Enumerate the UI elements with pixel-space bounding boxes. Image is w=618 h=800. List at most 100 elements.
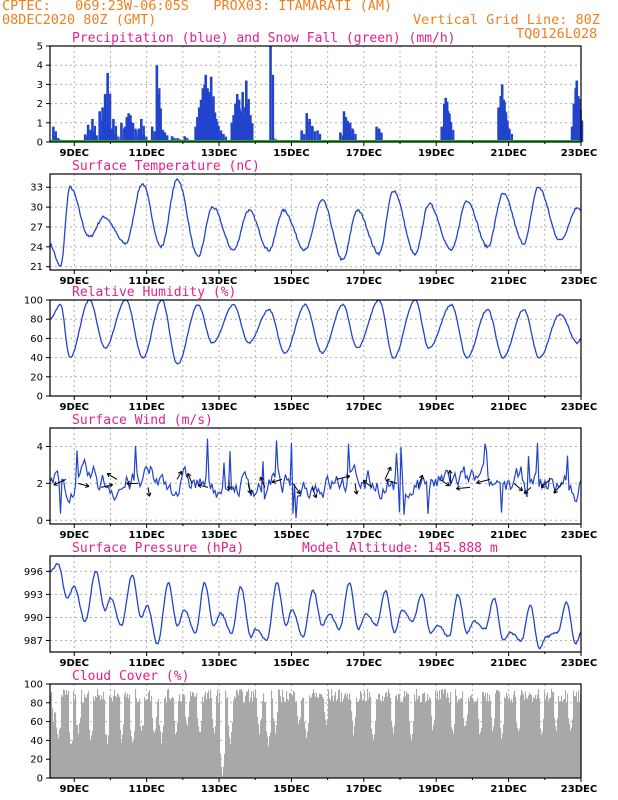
wind-vector [271, 478, 283, 483]
precip-bar [235, 94, 239, 142]
cloud-bar [313, 689, 315, 778]
cloud-bar [195, 696, 197, 778]
cloud-bar [473, 699, 475, 778]
x-tick-label: 11DEC [128, 402, 164, 413]
cloud-bar [53, 721, 55, 778]
precip-bar [114, 125, 118, 142]
cloud-bar [364, 691, 366, 778]
precip-bar [440, 126, 444, 142]
cloud-bar [460, 698, 462, 778]
cloud-bar [130, 729, 132, 778]
cloud-bar [407, 693, 409, 778]
precip-bar [576, 95, 580, 142]
cloud-bar [212, 719, 214, 778]
x-tick-label: 19DEC [418, 402, 454, 413]
cloud-bar [557, 718, 559, 778]
cloud-bar [305, 728, 307, 778]
wind-vector-head [197, 483, 203, 489]
cloud-bar [368, 698, 370, 778]
cloud-bar [199, 731, 201, 778]
cloud-bar [162, 732, 164, 778]
precip-bar [107, 122, 111, 142]
y-tick-label: 27 [30, 222, 43, 233]
series-line [49, 562, 582, 650]
precip-bar [207, 92, 211, 142]
wind-vector-head [387, 466, 392, 472]
cloud-bar [153, 730, 155, 778]
cloud-bar [564, 698, 566, 778]
cloud-bar [366, 700, 368, 778]
cloud-bar [533, 697, 535, 778]
precip-bar [166, 135, 169, 142]
x-tick-label: 23DEC [561, 784, 597, 795]
x-tick-label: 19DEC [418, 658, 454, 669]
cloud-bar [556, 730, 558, 778]
wind-vector [176, 471, 183, 480]
cloud-bar [413, 721, 415, 778]
cloud-bar [196, 693, 198, 778]
wind-vector-head [476, 479, 481, 485]
cloud-bar [371, 728, 373, 778]
cloud-bar [238, 695, 240, 778]
cloud-bar [220, 753, 222, 778]
cloud-bar [405, 696, 407, 778]
cloud-bar [156, 716, 158, 778]
cloud-bar [74, 700, 76, 778]
cloud-bar [219, 692, 221, 778]
cloud-bar [439, 690, 441, 778]
x-tick-label: 17DEC [346, 530, 382, 541]
cloud-bar [377, 699, 379, 778]
precip-bar [117, 136, 120, 142]
precip-bar [194, 126, 197, 142]
cloud-bar [251, 691, 253, 778]
cloud-bar [62, 696, 64, 778]
cloud-bar [427, 693, 429, 778]
wind-vector [553, 483, 563, 494]
cloud-bar [272, 698, 274, 778]
cloud-bar [163, 725, 165, 778]
cloud-bar [479, 734, 481, 778]
cloud-bar [424, 692, 426, 778]
cloud-bar [117, 693, 119, 778]
cloud-bar [320, 693, 322, 778]
precip-bar [92, 132, 96, 142]
cloud-bar [425, 702, 427, 778]
precip-bar [103, 94, 107, 142]
x-tick-label: 23DEC [561, 148, 597, 159]
cloud-bar [265, 702, 267, 778]
cloud-bar [225, 690, 227, 778]
cloud-bar [344, 694, 346, 778]
cloud-bar [115, 695, 117, 778]
cloud-bar [518, 731, 520, 778]
cloud-bar [51, 692, 53, 778]
cloud-bar [292, 695, 294, 778]
cloud-bar [545, 699, 547, 778]
cloud-bar [517, 728, 519, 778]
precip-bar [86, 124, 90, 142]
cloud-bar [369, 692, 371, 778]
cloud-bar [97, 688, 99, 778]
precip-bar [155, 65, 159, 142]
cloud-bar [411, 741, 413, 778]
cloud-bar [200, 731, 202, 778]
precip-bar [142, 125, 145, 142]
cloud-bar [509, 697, 511, 778]
wind-vector [292, 483, 301, 495]
cloud-bar [400, 702, 402, 778]
precip-bar [150, 126, 154, 142]
cloud-bar [68, 690, 70, 778]
y-tick-label: 100 [24, 296, 43, 307]
cloud-bar [77, 725, 79, 778]
x-tick-label: 21DEC [490, 148, 526, 159]
cloud-bar [346, 696, 348, 778]
cloud-bar [526, 698, 528, 778]
cloud-bar [383, 701, 385, 778]
precip-bar [106, 72, 109, 142]
cloud-bar [213, 727, 215, 778]
cloud-bar [205, 691, 207, 778]
precip-bar [237, 99, 241, 142]
cloud-bar [269, 735, 271, 778]
cloud-bar [328, 689, 330, 778]
cloud-bar [558, 695, 560, 778]
precip-bar [348, 122, 352, 142]
